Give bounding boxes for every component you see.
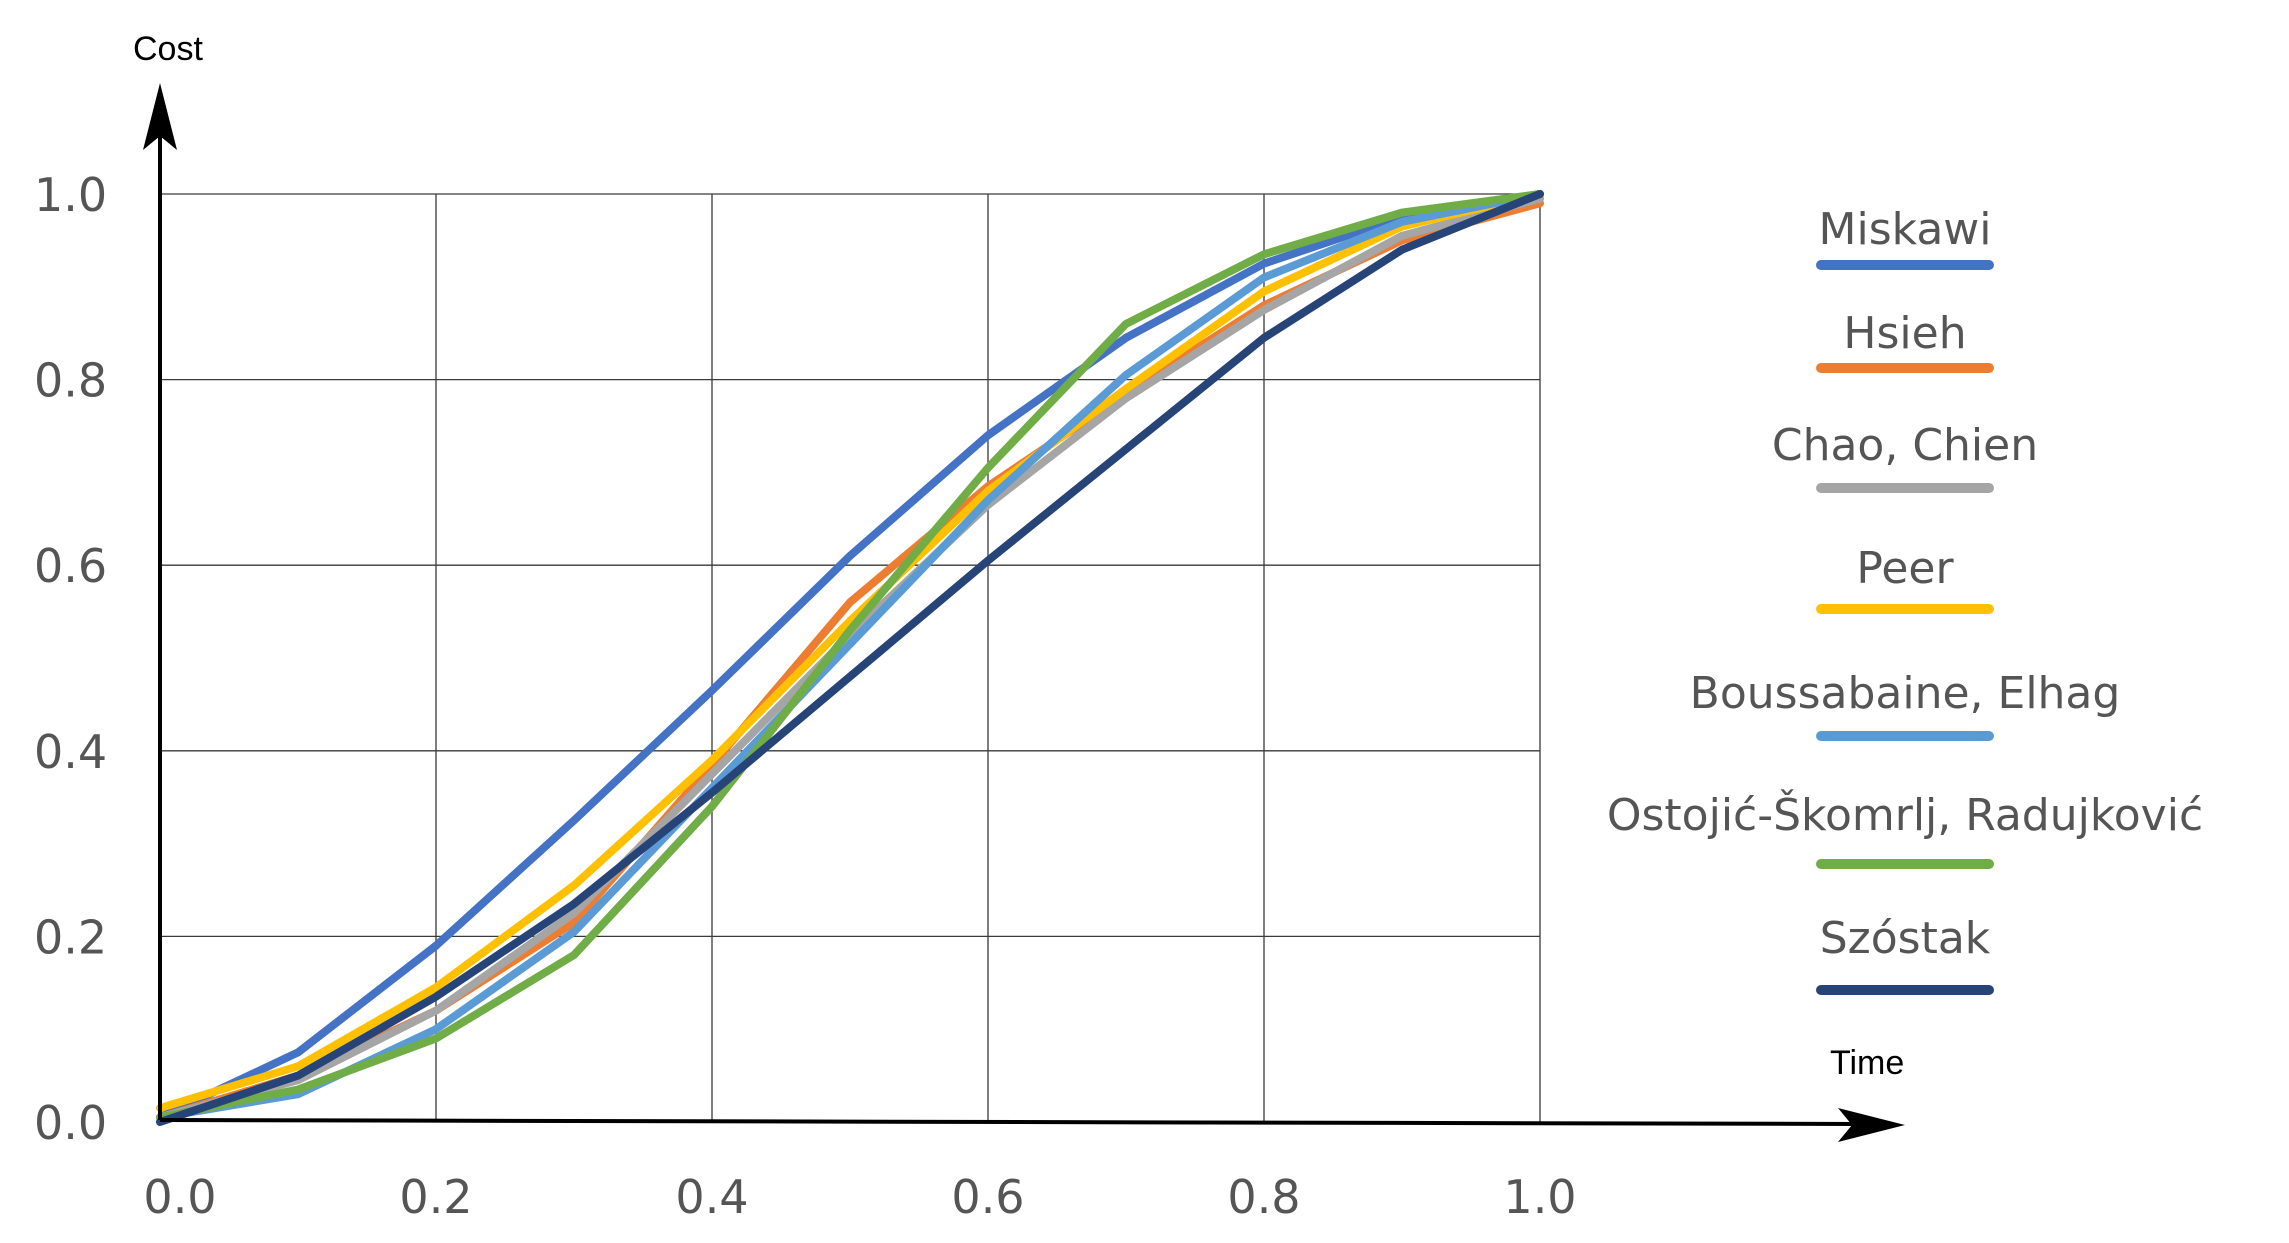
y-tick-labels: 0.0 0.2 0.4 0.6 0.8 1.0 xyxy=(34,168,107,1150)
y-tick-label: 1.0 xyxy=(34,168,107,222)
series-lines xyxy=(156,190,1544,1126)
x-axis-title: Time xyxy=(1830,1044,1904,1082)
x-tick-label: 0.2 xyxy=(399,1170,472,1224)
legend: Miskawi Hsieh Chao, Chien Peer Boussabaine, … xyxy=(1607,204,2203,995)
x-axis-arrow xyxy=(1838,1108,1905,1142)
grid xyxy=(159,193,1541,1122)
y-axis-arrow xyxy=(143,83,177,150)
legend-label: Szóstak xyxy=(1820,913,1991,964)
series-line xyxy=(156,190,1544,1122)
series-line xyxy=(156,190,1544,1126)
x-tick-label: 0.4 xyxy=(675,1170,748,1224)
x-axis-line xyxy=(159,1118,1861,1126)
legend-label: Ostojić-Škomrlj, Radujković xyxy=(1607,788,2203,841)
x-tick-label: 1.0 xyxy=(1503,1170,1576,1224)
y-tick-label: 0.0 xyxy=(34,1096,107,1150)
axes xyxy=(143,83,1905,1142)
y-tick-label: 0.2 xyxy=(34,910,107,964)
series-line xyxy=(156,199,1544,1122)
y-tick-label: 0.4 xyxy=(34,725,107,779)
x-tick-label: 0.6 xyxy=(951,1170,1024,1224)
y-axis-title: Cost xyxy=(133,30,203,68)
x-tick-label: 0.0 xyxy=(143,1170,216,1224)
legend-label: Chao, Chien xyxy=(1772,420,2038,471)
series-line xyxy=(156,194,1544,1122)
series-line xyxy=(156,190,1544,1122)
x-tick-labels: 0.0 0.2 0.4 0.6 0.8 1.0 xyxy=(143,1170,1576,1224)
y-tick-label: 0.6 xyxy=(34,539,107,593)
legend-label: Hsieh xyxy=(1843,308,1966,359)
legend-label: Boussabaine, Elhag xyxy=(1690,668,2121,719)
y-tick-label: 0.8 xyxy=(34,354,107,408)
series-line xyxy=(156,190,1544,1113)
series-line xyxy=(156,190,1544,1122)
x-tick-label: 0.8 xyxy=(1227,1170,1300,1224)
legend-label: Peer xyxy=(1856,543,1954,594)
legend-label: Miskawi xyxy=(1819,204,1992,255)
